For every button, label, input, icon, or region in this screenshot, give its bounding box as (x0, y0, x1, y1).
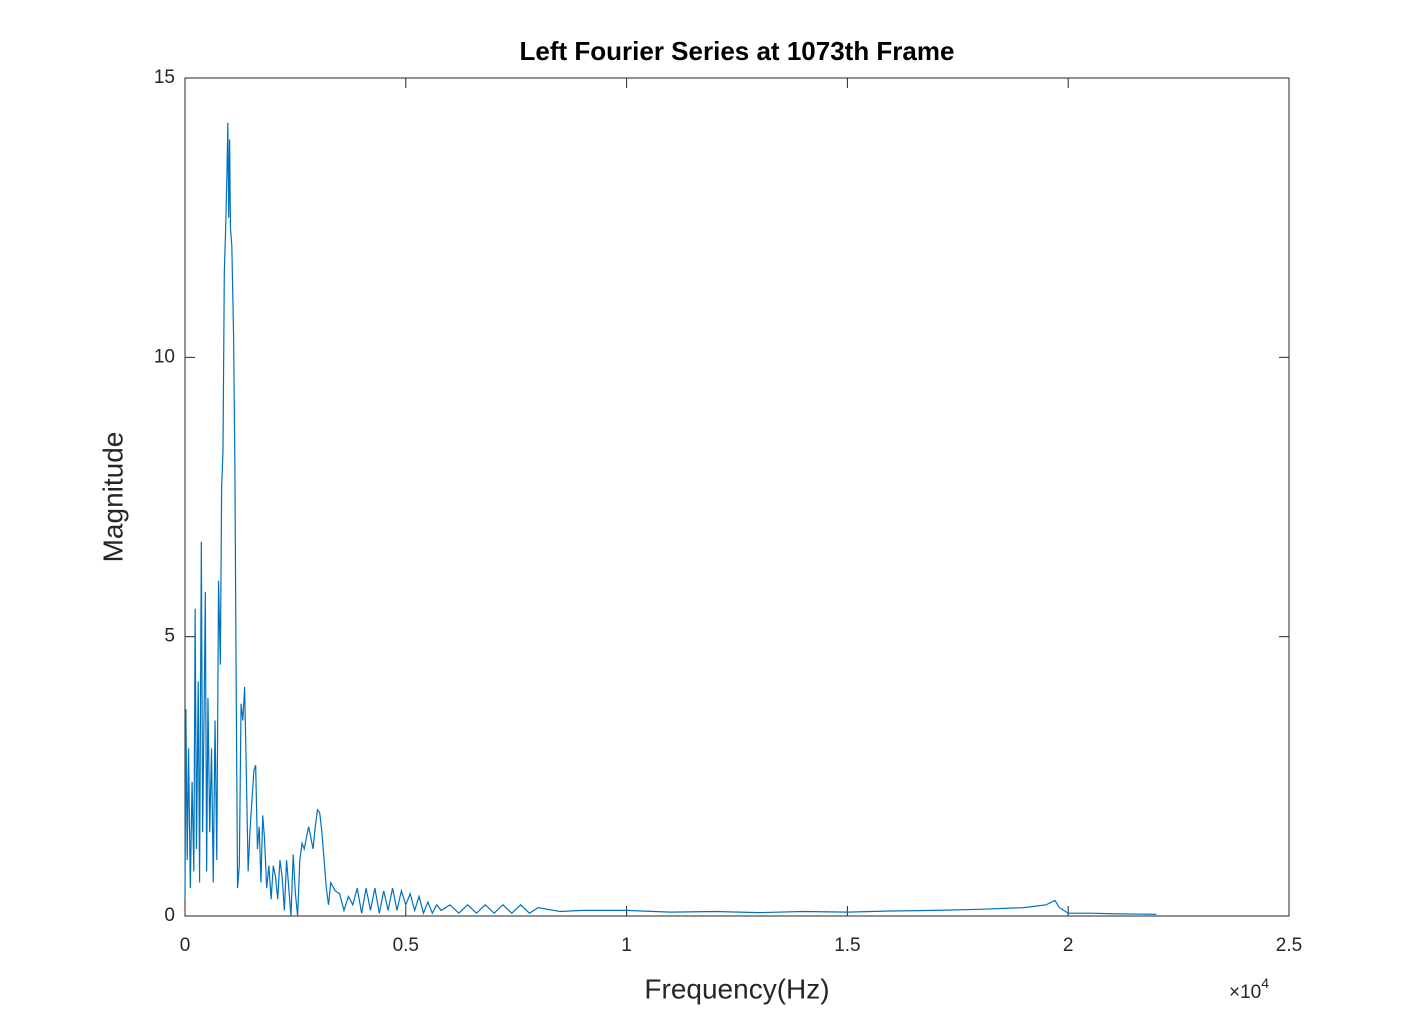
x-tick-label: 2 (1063, 935, 1074, 956)
y-tick-label: 0 (164, 905, 175, 926)
chart-title: Left Fourier Series at 1073th Frame (520, 36, 955, 66)
x-multiplier-base: ×10 (1229, 982, 1261, 1003)
x-tick-label: 1.5 (834, 935, 860, 956)
x-tick-label: 0.5 (393, 935, 419, 956)
y-tick-label: 5 (164, 626, 175, 647)
y-tick-label: 10 (154, 346, 175, 367)
x-tick-label: 1 (621, 935, 632, 956)
y-axis-label: Magnitude (97, 432, 128, 563)
data-line (184, 122, 1157, 917)
x-multiplier: ×104 (1229, 975, 1269, 1003)
x-tick-label: 0 (180, 935, 191, 956)
x-axis-label: Frequency(Hz) (644, 973, 829, 1004)
y-tick-label: 15 (154, 67, 175, 88)
plot-area (184, 77, 1290, 917)
x-multiplier-exponent: 4 (1261, 975, 1269, 991)
x-tick-label: 2.5 (1276, 935, 1302, 956)
